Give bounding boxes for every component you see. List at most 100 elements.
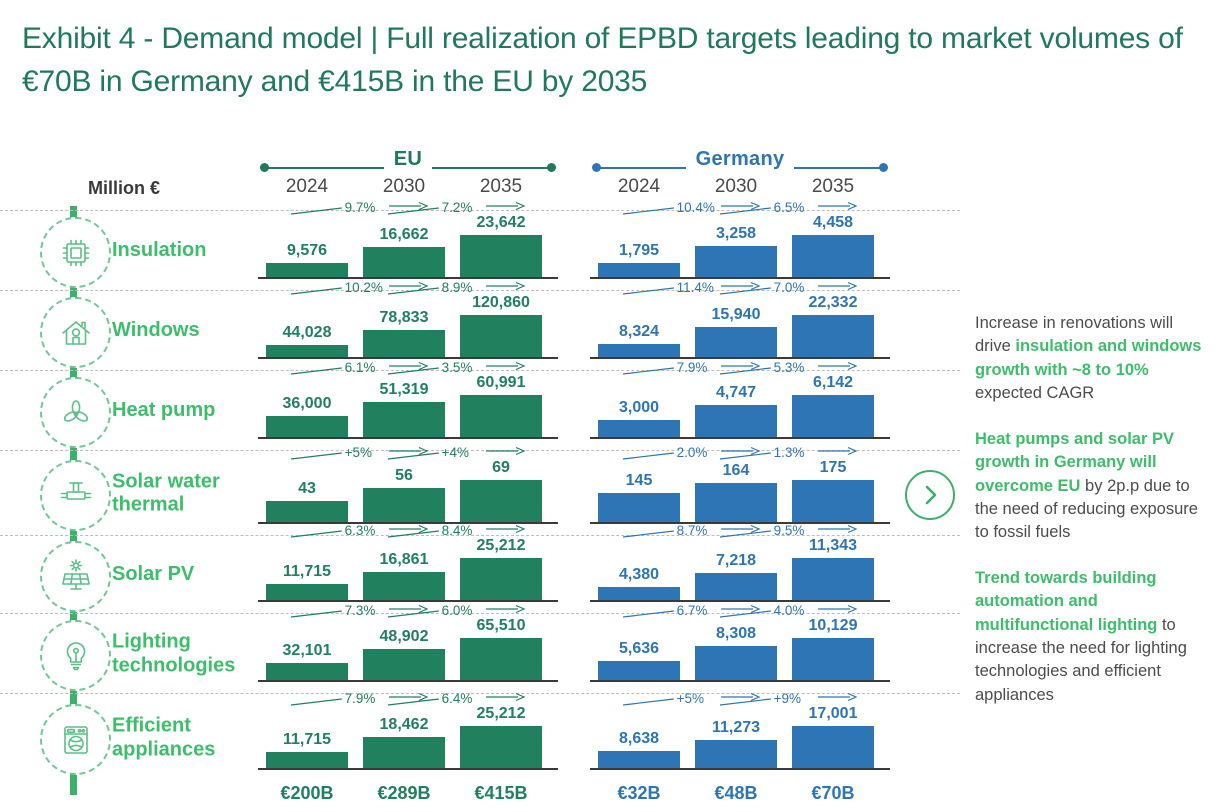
bar bbox=[363, 247, 445, 277]
bar bbox=[695, 740, 777, 768]
bar-value-label: 78,833 bbox=[379, 309, 429, 326]
total-value: €32B bbox=[617, 783, 661, 803]
cagr-annotation: 8.4% bbox=[386, 523, 526, 542]
totals-germany: €32B €48B €70B bbox=[590, 783, 890, 811]
bar bbox=[363, 488, 445, 522]
cagr-arrow-icon bbox=[387, 604, 526, 618]
total-value: €48B bbox=[714, 783, 758, 803]
bar-value-label: 3,000 bbox=[618, 399, 660, 416]
bar-value-label: 3,258 bbox=[715, 225, 757, 242]
cagr-value: 11.4% bbox=[676, 280, 714, 295]
cagr-value: 6.1% bbox=[344, 360, 376, 375]
bar bbox=[460, 726, 542, 768]
bar-value-label: 16,662 bbox=[379, 226, 429, 243]
bar-value-label: 16,861 bbox=[379, 551, 429, 568]
bar-group-eu: 36,000 51,319 60,991 6.1% 3.5% bbox=[258, 360, 558, 451]
bar-value-label: 175 bbox=[819, 459, 847, 476]
bar-group-eu: 32,101 48,902 65,510 7.3% 6.0% bbox=[258, 603, 558, 694]
row-icon-solar-water-pipe bbox=[40, 459, 111, 531]
cagr-annotation: 7.3% bbox=[289, 603, 429, 622]
demand-model-chart: Million € EU 2024 2030 2035 Germany 2024 2030 20… bbox=[0, 140, 960, 808]
chart-row: Solar water thermal 43 56 69 +5% +4% 145 164 175… bbox=[0, 445, 960, 536]
year-label: 2024 bbox=[617, 176, 661, 197]
page-title: Exhibit 4 - Demand model | Full realizat… bbox=[22, 22, 1183, 98]
insight-highlight: Heat pumps and solar PV growth in German… bbox=[975, 429, 1174, 495]
bar-value-label: 11,273 bbox=[711, 719, 761, 736]
bar bbox=[695, 405, 777, 437]
cagr-value: 1.3% bbox=[773, 445, 805, 460]
row-label: Lighting technologies bbox=[112, 630, 236, 676]
cagr-arrow-icon bbox=[290, 692, 429, 706]
region-dot-right bbox=[879, 163, 888, 172]
axis-baseline bbox=[258, 357, 558, 359]
bar-value-label: 11,715 bbox=[282, 563, 332, 580]
cagr-arrow-icon bbox=[387, 201, 526, 215]
insight-text: Increase in renovations will drive bbox=[975, 314, 1174, 356]
year-label: 2024 bbox=[285, 176, 329, 197]
cagr-value: +5% bbox=[676, 691, 704, 706]
bar-value-label: 44,028 bbox=[282, 324, 332, 341]
axis-baseline bbox=[590, 600, 890, 602]
bar-value-label: 164 bbox=[722, 462, 750, 479]
bar-group-eu: 43 56 69 +5% +4% bbox=[258, 445, 558, 536]
bar-value-label: 22,332 bbox=[808, 294, 858, 311]
cagr-value: 7.3% bbox=[344, 603, 376, 618]
cagr-annotation: 9.5% bbox=[718, 523, 858, 542]
cagr-value: +5% bbox=[344, 445, 372, 460]
bar-value-label: 43 bbox=[298, 480, 316, 497]
axis-baseline bbox=[258, 600, 558, 602]
bar bbox=[266, 501, 348, 522]
bar-group-eu: 11,715 18,462 25,212 7.9% 6.4% bbox=[258, 691, 558, 782]
bar-value-label: 25,212 bbox=[476, 705, 526, 722]
row-icon-solar-panel bbox=[40, 541, 111, 612]
cagr-value: 10.4% bbox=[676, 200, 715, 215]
cagr-arrow-icon bbox=[290, 604, 429, 618]
next-slide-button[interactable] bbox=[905, 469, 955, 520]
bar-group-germany: 1,795 3,258 4,458 10.4% 6.5% bbox=[590, 200, 890, 291]
bar-group-germany: 3,000 4,747 6,142 7.9% 5.3% bbox=[590, 360, 890, 451]
cagr-arrow-icon bbox=[290, 361, 429, 375]
bar-value-label: 120,860 bbox=[472, 294, 530, 311]
bar-value-label: 4,747 bbox=[715, 384, 757, 401]
bar-group-germany: 5,636 8,308 10,129 6.7% 4.0% bbox=[590, 603, 890, 694]
cagr-annotation: 10.4% bbox=[621, 200, 761, 219]
cagr-value: +4% bbox=[441, 445, 469, 460]
cagr-value: 7.0% bbox=[773, 280, 805, 295]
cagr-value: 6.7% bbox=[676, 603, 708, 618]
bar-value-label: 15,940 bbox=[711, 306, 761, 323]
bar-group-eu: 11,715 16,861 25,212 6.3% 8.4% bbox=[258, 523, 558, 614]
cagr-arrow-icon bbox=[719, 201, 858, 215]
bar-value-label: 60,991 bbox=[476, 374, 526, 391]
axis-baseline bbox=[590, 768, 890, 770]
axis-baseline bbox=[590, 522, 890, 524]
bar-group-germany: 4,380 7,218 11,343 8.7% 9.5% bbox=[590, 523, 890, 614]
row-icon-fan bbox=[40, 377, 111, 448]
cagr-annotation: 10.2% bbox=[289, 280, 429, 299]
cagr-value: 7.9% bbox=[344, 691, 376, 706]
bar-group-germany: 8,638 11,273 17,001 +5% +9% bbox=[590, 691, 890, 782]
bar bbox=[598, 263, 680, 277]
cagr-annotation: 3.5% bbox=[386, 360, 526, 379]
cagr-arrow-icon bbox=[387, 524, 526, 538]
bar bbox=[266, 263, 348, 277]
bar bbox=[363, 737, 445, 768]
cagr-arrow-icon bbox=[387, 692, 526, 706]
cagr-annotation: +4% bbox=[386, 445, 526, 464]
cagr-value: 8.9% bbox=[441, 280, 473, 295]
bar-group-eu: 9,576 16,662 23,642 9.7% 7.2% bbox=[258, 200, 558, 291]
bar bbox=[792, 395, 874, 437]
bar bbox=[266, 663, 348, 680]
bar-value-label: 23,642 bbox=[476, 214, 526, 231]
cagr-annotation: 6.1% bbox=[289, 360, 429, 379]
bar bbox=[363, 649, 445, 680]
chart-row: Heat pump 36,000 51,319 60,991 6.1% 3.5% 3,000… bbox=[0, 360, 960, 451]
bar-group-germany: 145 164 175 2.0% 1.3% bbox=[590, 445, 890, 536]
bar-group-germany: 8,324 15,940 22,332 11.4% 7.0% bbox=[590, 280, 890, 371]
insight-paragraph-2: Heat pumps and solar PV growth in German… bbox=[975, 428, 1203, 545]
year-label: 2030 bbox=[382, 176, 426, 197]
row-icon-lightbulb bbox=[40, 620, 111, 691]
bar bbox=[792, 480, 874, 522]
bar-value-label: 32,101 bbox=[282, 642, 332, 659]
bar bbox=[792, 726, 874, 768]
cagr-value: 8.4% bbox=[441, 523, 473, 538]
